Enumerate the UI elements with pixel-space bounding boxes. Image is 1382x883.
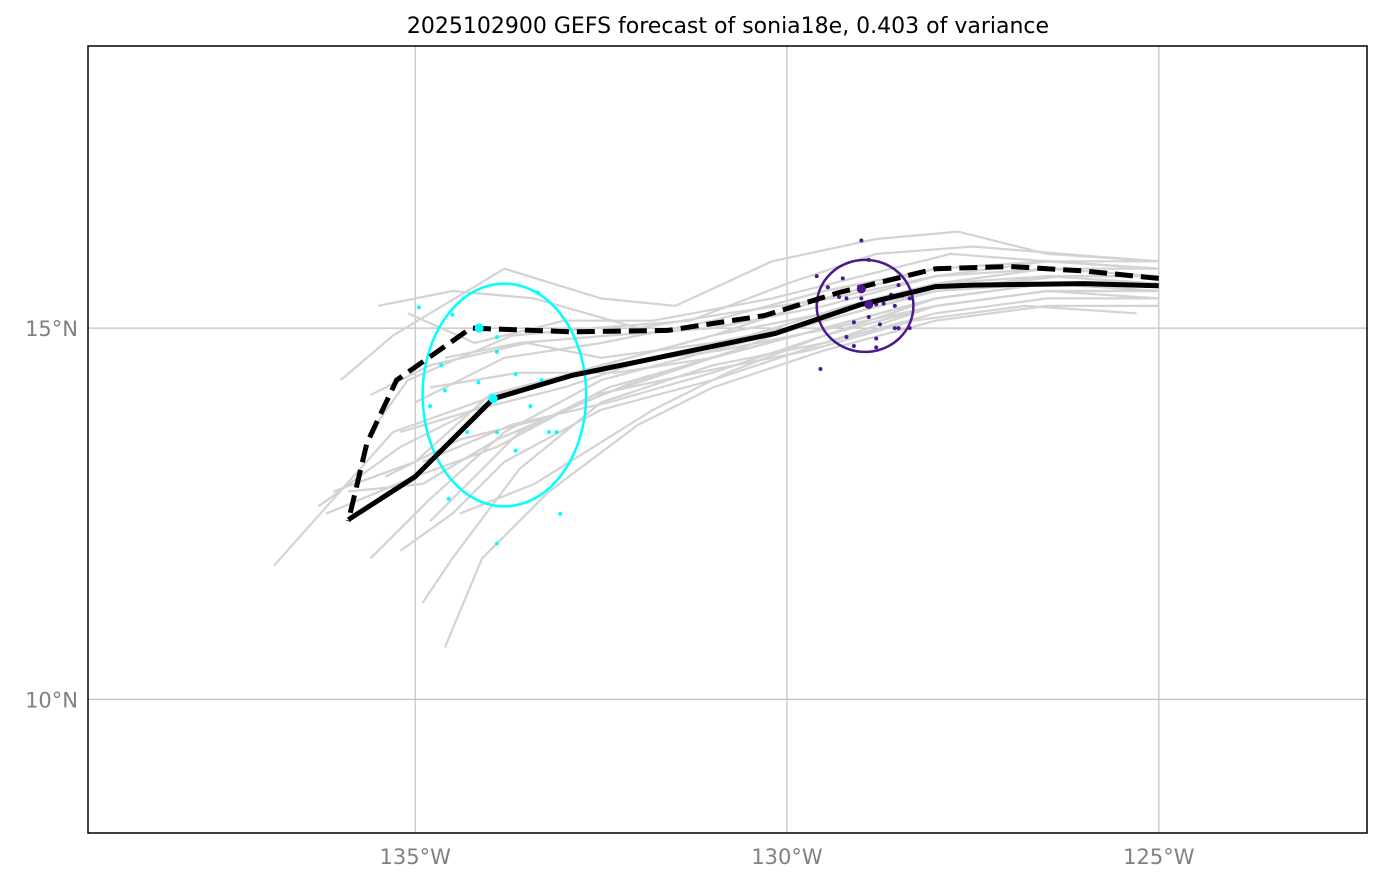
mean-tracks	[345, 264, 1160, 522]
x-tick-label: 125°W	[1123, 845, 1195, 869]
late-cluster-member-point	[866, 257, 871, 262]
early-cluster-member-point	[476, 380, 481, 385]
early-cluster-member-point	[539, 378, 544, 383]
late-cluster-center-marker	[856, 284, 866, 294]
early-cluster-member-point	[450, 312, 455, 317]
early-cluster-member-point	[528, 404, 533, 409]
late-cluster-member-point	[866, 314, 871, 319]
ensemble-member-track	[384, 267, 1159, 478]
cluster-ellipses-and-points	[416, 238, 915, 546]
late-cluster-ellipse	[815, 258, 915, 354]
ensemble-member-track	[443, 304, 1159, 648]
early-cluster-member-point	[428, 404, 433, 409]
late-cluster-member-point	[844, 296, 849, 301]
x-tick-label: 135°W	[380, 845, 452, 869]
late-cluster-mean-marker	[864, 299, 874, 309]
early-cluster-member-point	[494, 335, 499, 340]
ensemble-member-track	[407, 252, 1159, 345]
early-cluster-member-point	[494, 541, 499, 546]
late-cluster-member-point	[814, 274, 819, 279]
ensemble-member-track	[421, 297, 1159, 604]
ensemble-member-track	[422, 289, 1159, 463]
late-cluster-member-point	[851, 320, 856, 325]
late-cluster-member-point	[859, 238, 864, 243]
ensemble-member-track	[414, 260, 1159, 404]
early-cluster-member-point	[465, 430, 470, 435]
ensemble-mean-track	[346, 281, 1159, 522]
ensemble-member-track	[370, 275, 1159, 396]
early-cluster-member-point	[535, 290, 540, 295]
early-cluster-member-point	[494, 349, 499, 354]
early-cluster-member-point	[513, 448, 518, 453]
ensemble-member-tracks	[273, 230, 1159, 648]
late-cluster-member-point	[874, 336, 879, 341]
late-cluster-member-point	[896, 283, 901, 288]
late-cluster-member-point	[907, 296, 912, 301]
early-cluster-member-point	[554, 430, 559, 435]
axis-tick-labels: 135°W 130°W 125°W 15°N 10°N	[25, 317, 1195, 869]
ensemble-member-track	[377, 267, 1159, 330]
plot-frame	[87, 45, 1368, 834]
late-cluster-member-point	[877, 322, 882, 327]
gridlines	[88, 46, 1367, 833]
early-cluster-member-point	[513, 372, 518, 377]
ensemble-member-track	[333, 275, 1159, 493]
late-cluster-member-point	[818, 366, 823, 371]
late-cluster-member-point	[837, 294, 842, 299]
early-cluster-center-marker	[474, 323, 484, 333]
late-cluster-member-point	[851, 343, 856, 348]
ensemble-member-track	[429, 282, 1159, 522]
late-cluster-member-point	[892, 303, 897, 308]
late-cluster-member-point	[892, 326, 897, 331]
early-cluster-member-point	[547, 430, 552, 435]
early-cluster-mean-marker	[488, 394, 498, 404]
late-cluster-member-point	[907, 326, 912, 331]
early-cluster-ellipse	[421, 282, 588, 508]
late-cluster-member-point	[881, 301, 886, 306]
late-cluster-member-point	[840, 276, 845, 281]
y-tick-label: 10°N	[25, 688, 78, 712]
late-cluster-member-point	[825, 285, 830, 290]
x-tick-label: 130°W	[751, 845, 823, 869]
ensemble-member-track	[340, 230, 1159, 381]
late-cluster-member-point	[874, 345, 879, 350]
plot-background	[88, 46, 1367, 833]
late-cluster-member-point	[859, 296, 864, 301]
y-tick-label: 15°N	[25, 317, 78, 341]
early-cluster-member-point	[494, 430, 499, 435]
cluster-mean-track	[345, 264, 1160, 522]
ensemble-member-track	[444, 260, 1159, 359]
early-cluster-member-point	[416, 305, 421, 310]
early-cluster-member-point	[446, 496, 451, 501]
early-cluster-member-point	[439, 363, 444, 368]
early-cluster-member-point	[442, 388, 447, 393]
late-cluster-member-point	[896, 326, 901, 331]
late-cluster-member-point	[844, 335, 849, 340]
plot-area	[87, 45, 1368, 834]
chart-title: 2025102900 GEFS forecast of sonia18e, 0.…	[407, 14, 1049, 39]
early-cluster-member-point	[558, 511, 563, 516]
